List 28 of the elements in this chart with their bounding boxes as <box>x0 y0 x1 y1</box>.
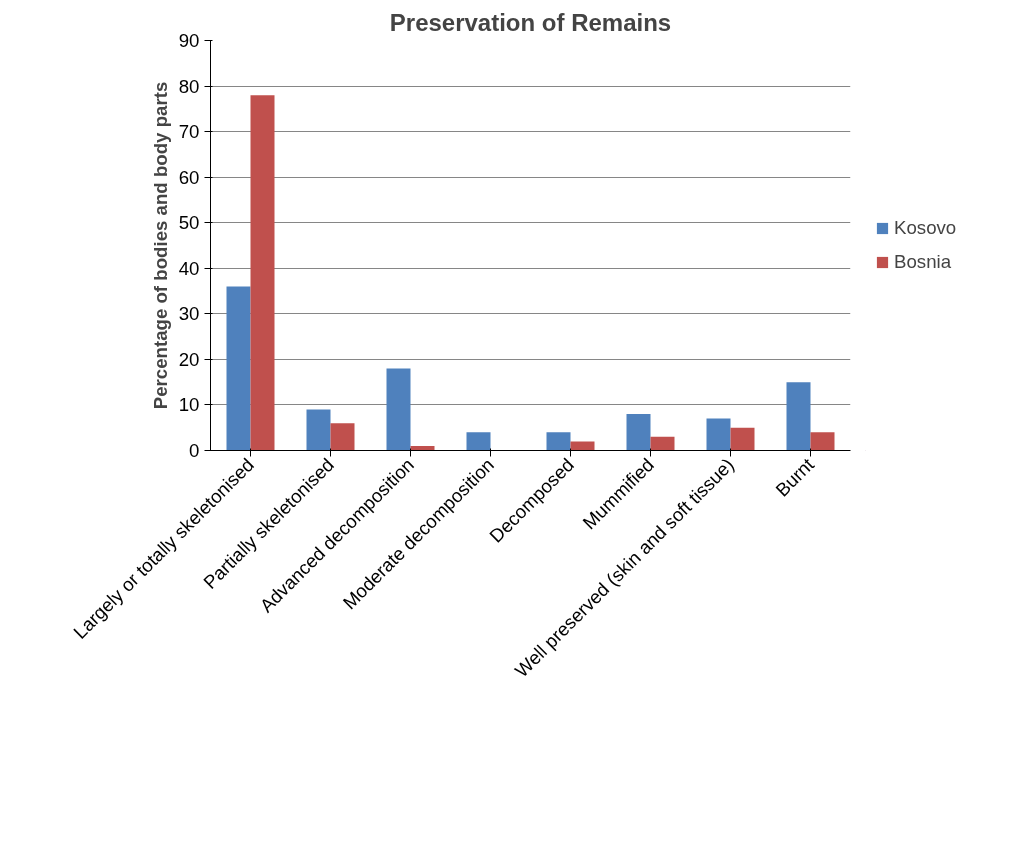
bar <box>306 409 331 451</box>
legend-label: Kosovo <box>894 217 957 239</box>
bar <box>466 432 491 451</box>
bar <box>706 418 731 451</box>
legend-label: Bosnia <box>894 251 952 273</box>
bar <box>250 95 275 451</box>
bar <box>730 427 755 451</box>
bar <box>570 441 595 451</box>
bar <box>546 432 571 451</box>
y-tick-label: 50 <box>178 212 200 234</box>
y-axis-title: Percentage of bodies and body parts <box>149 81 171 410</box>
y-tick-label: 10 <box>178 394 200 416</box>
y-tick-label: 90 <box>178 30 200 51</box>
y-tick-label: 70 <box>178 121 200 143</box>
y-tick-label: 60 <box>178 166 200 188</box>
y-tick-label: 0 <box>189 440 200 461</box>
bar <box>330 423 355 451</box>
bar <box>226 286 251 451</box>
bar <box>650 436 675 451</box>
bar <box>810 432 835 451</box>
y-tick-label: 30 <box>178 303 200 325</box>
y-tick-label: 20 <box>178 348 200 370</box>
bar <box>626 414 651 451</box>
y-tick-label: 40 <box>178 257 200 279</box>
bar <box>786 382 811 451</box>
chart-title: Preservation of Remains <box>389 8 672 36</box>
y-tick-label: 80 <box>178 75 200 97</box>
bar <box>386 368 411 451</box>
